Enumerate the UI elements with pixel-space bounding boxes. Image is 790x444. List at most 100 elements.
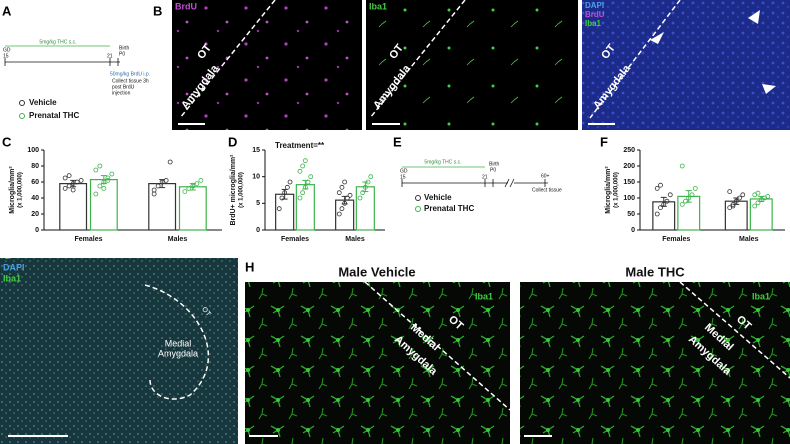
data-point xyxy=(194,181,200,187)
data-point xyxy=(692,185,698,191)
data-point xyxy=(679,163,685,169)
image-brdu xyxy=(172,0,362,130)
y-tick-label: 0 xyxy=(631,227,635,234)
data-point xyxy=(287,179,293,185)
stain-label: BrdU xyxy=(175,1,197,11)
y-tick-label: 0 xyxy=(35,227,39,234)
data-point xyxy=(755,200,761,206)
legend-marker xyxy=(415,195,421,201)
data-point xyxy=(667,192,673,198)
data-point xyxy=(686,195,692,201)
data-point xyxy=(300,163,306,169)
data-point xyxy=(342,179,348,185)
timeline-label: P0 xyxy=(119,51,125,57)
y-axis-label: (x 1,000,000) xyxy=(614,172,620,208)
x-tick-label: Males xyxy=(739,236,759,243)
data-point xyxy=(339,184,345,190)
data-point xyxy=(159,179,165,185)
panel-label: C xyxy=(2,134,12,149)
timeline-label: 15 xyxy=(400,174,406,180)
data-point xyxy=(70,181,76,187)
bar xyxy=(275,193,295,231)
timeline-label: P0 xyxy=(490,167,496,173)
data-point xyxy=(342,200,348,206)
legend-label: Prenatal THC xyxy=(424,204,474,213)
x-tick-label: Males xyxy=(345,236,365,243)
data-point xyxy=(276,206,282,212)
data-point xyxy=(368,174,374,180)
data-point xyxy=(105,177,111,183)
y-tick-label: 100 xyxy=(27,147,39,154)
data-point xyxy=(97,183,103,189)
image-section xyxy=(0,258,238,444)
stain-label: Iba1 xyxy=(475,291,493,301)
data-point xyxy=(109,171,115,177)
data-point xyxy=(101,179,107,185)
image-iba1 xyxy=(366,0,578,130)
bar xyxy=(148,183,177,231)
bar xyxy=(178,186,207,231)
panel-label: F xyxy=(600,134,608,149)
y-tick-label: 20 xyxy=(31,211,39,218)
collect-label: post BrdU xyxy=(112,84,135,90)
data-point xyxy=(305,179,311,185)
bar xyxy=(749,198,773,231)
panel-label: B xyxy=(153,3,162,18)
data-point xyxy=(74,179,80,185)
y-axis-label: Microglia/mm² xyxy=(9,166,16,214)
data-point xyxy=(78,177,84,183)
legend-label: Vehicle xyxy=(424,193,452,202)
data-point xyxy=(282,190,288,196)
data-point xyxy=(93,191,99,197)
y-tick-label: 250 xyxy=(623,147,635,154)
data-point xyxy=(733,198,739,204)
stain-label: Iba1 xyxy=(369,1,387,11)
data-point xyxy=(62,185,68,191)
data-point xyxy=(167,159,173,165)
y-tick-label: 100 xyxy=(623,195,635,202)
data-point xyxy=(654,185,660,191)
boundary-lines xyxy=(179,0,681,119)
data-point xyxy=(730,203,736,209)
timeline-label: GD xyxy=(400,168,408,174)
boundary-lines xyxy=(364,281,790,411)
annotation: Treatment=** xyxy=(275,141,325,150)
data-point xyxy=(357,195,363,201)
y-tick-label: 50 xyxy=(627,211,635,218)
x-tick-label: Males xyxy=(168,236,188,243)
data-point xyxy=(339,206,345,212)
panel-label: D xyxy=(228,134,237,149)
timeline-label: 21 xyxy=(482,174,488,180)
timeline-label: 60+ xyxy=(541,173,550,179)
bar xyxy=(89,179,118,231)
arrowheads xyxy=(650,10,776,94)
timeline-label: 15 xyxy=(3,53,9,59)
data-point xyxy=(105,175,111,181)
y-tick-label: 5 xyxy=(256,200,260,207)
y-tick-label: 80 xyxy=(31,163,39,170)
bar xyxy=(59,183,88,231)
collect-label: injection xyxy=(112,90,131,96)
image-title: Male THC xyxy=(625,264,685,279)
data-point xyxy=(679,201,685,207)
legend-marker xyxy=(19,113,25,119)
data-point xyxy=(93,167,99,173)
data-point xyxy=(362,184,368,190)
y-tick-label: 200 xyxy=(623,163,635,170)
timeline-a xyxy=(4,45,120,66)
data-point xyxy=(66,173,72,179)
data-point xyxy=(62,175,68,181)
data-point xyxy=(737,195,742,201)
treatment-label: 5mg/kg THC s.c. xyxy=(424,159,461,165)
panel-label: G xyxy=(2,246,12,261)
data-point xyxy=(302,158,308,164)
timeline-label: GD xyxy=(3,47,11,53)
brdu-label: 50mg/kg BrdU i.p. xyxy=(110,71,150,77)
data-point xyxy=(336,211,342,217)
y-axis-label: BrdU+ microglia/mm² xyxy=(230,154,237,226)
bar xyxy=(335,199,355,231)
y-tick-label: 60 xyxy=(31,179,39,186)
stain-label: Iba1 xyxy=(752,291,770,301)
y-tick-label: 40 xyxy=(31,195,39,202)
